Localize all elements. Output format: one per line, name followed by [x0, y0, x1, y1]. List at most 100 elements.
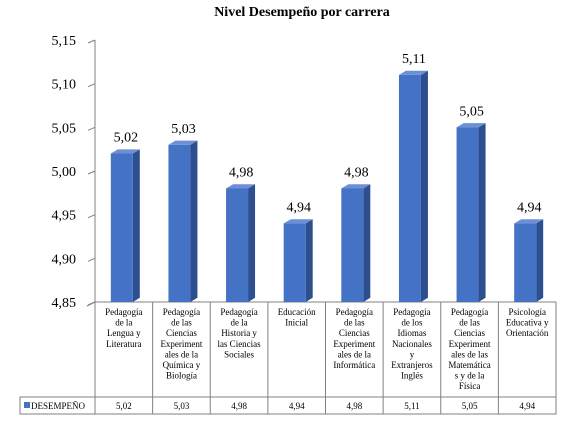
- category-label-line: de la: [230, 318, 247, 328]
- category-label-line: Ciencias: [454, 328, 485, 338]
- chart-title: Nivel Desempeño por carrera: [214, 5, 390, 20]
- category-label-line: de la: [115, 318, 132, 328]
- category-label-line: Inglés: [401, 371, 423, 381]
- category-label-line: Experiment: [449, 339, 491, 349]
- bar-side: [305, 219, 313, 302]
- category-label-line: Ciencias: [339, 328, 370, 338]
- category-label-line: Física: [459, 381, 481, 391]
- category-label-line: Historia y: [221, 328, 257, 338]
- category-label: Pedagogía de las Ciencias Experiment ales de…: [448, 307, 491, 391]
- y-axis-ticks: 4,85 4,90 4,95 5,00 5,05 5,10 5,15: [52, 34, 96, 311]
- data-table-value: 5,05: [462, 401, 478, 411]
- category-label-line: las Ciencias: [217, 339, 261, 349]
- category-label-line: Matemática: [448, 360, 490, 370]
- category-label-line: Biología: [166, 371, 197, 381]
- data-table-value: 5,02: [116, 401, 132, 411]
- data-table: DESEMPEÑO 5,02 5,03 4,98 4,94 4,98 5,11 5,05 4,9…: [19, 396, 557, 415]
- bar-side: [536, 219, 544, 302]
- bar: [168, 140, 198, 302]
- category-label-line: de las: [344, 318, 365, 328]
- y-tick-mark: [87, 301, 96, 306]
- bar-side: [132, 149, 140, 302]
- data-table-value: 4,98: [346, 401, 362, 411]
- bar-top: [283, 219, 313, 224]
- bar-top: [456, 123, 486, 128]
- category-label-line: Pedagogía: [105, 307, 143, 317]
- y-tick-mark: [87, 257, 96, 262]
- category-label: Pedagogía de las Ciencias Experiment ales de…: [160, 307, 202, 381]
- data-label: 5,11: [402, 52, 426, 67]
- data-label: 4,98: [344, 165, 369, 180]
- chart-axes: [86, 40, 556, 307]
- category-label: Psicología Educativa y Orientación: [506, 307, 549, 338]
- bar-side: [363, 184, 371, 302]
- bar: [514, 219, 544, 302]
- category-label-line: ales de la: [338, 349, 371, 359]
- bar-front: [456, 127, 479, 302]
- data-table-value: 4,98: [231, 401, 247, 411]
- category-label-line: Pedagogía: [336, 307, 374, 317]
- bar-front: [110, 153, 133, 302]
- category-label-line: Educación: [278, 307, 316, 317]
- category-label-line: Inicial: [285, 318, 308, 328]
- bar-top: [341, 184, 371, 189]
- category-label-line: Informática: [333, 360, 375, 370]
- bar: [110, 149, 140, 302]
- bar-front: [283, 223, 306, 302]
- y-tick-mark: [87, 39, 96, 44]
- data-label: 4,94: [517, 200, 542, 215]
- y-tick-mark: [87, 83, 96, 88]
- bar-front: [341, 188, 364, 302]
- bar: [456, 123, 486, 302]
- legend-key: [24, 402, 30, 408]
- category-label: Pedagogía de la Lengua y Literatura: [105, 307, 143, 349]
- data-label: 5,03: [171, 122, 196, 137]
- bar-top: [168, 140, 198, 145]
- data-table-value: 5,11: [404, 401, 419, 411]
- category-label-line: Psicología: [508, 307, 546, 317]
- category-label-line: Experiment: [333, 339, 375, 349]
- bar: [398, 70, 428, 302]
- bar-side: [248, 184, 256, 302]
- category-label: Pedagogía de los Idiomas Nacionales y Extranj…: [391, 307, 433, 381]
- category-label-line: Química y: [163, 360, 201, 370]
- category-label-line: Educativa y: [506, 318, 549, 328]
- bar-side: [190, 140, 198, 302]
- category-label-line: Orientación: [506, 328, 549, 338]
- y-tick-label: 5,00: [52, 165, 77, 180]
- category-label-line: Lengua y: [107, 328, 141, 338]
- category-label-line: Pedagogía: [163, 307, 201, 317]
- category-labels: Pedagogía de la Lengua y LiteraturaPedagogí…: [94, 302, 557, 397]
- y-tick-label: 4,85: [52, 296, 77, 311]
- bar-front: [514, 223, 537, 302]
- bar-top: [226, 184, 256, 189]
- bar: [283, 219, 313, 302]
- category-label-line: de las: [171, 318, 192, 328]
- category-label-line: Experiment: [160, 339, 202, 349]
- bar: [226, 184, 256, 302]
- y-tick-mark: [87, 126, 96, 131]
- bar-top: [514, 219, 544, 224]
- bar-side: [478, 123, 486, 302]
- y-tick-label: 4,90: [52, 252, 77, 267]
- data-table-value: 5,03: [174, 401, 190, 411]
- category-label-line: ales de la: [165, 349, 198, 359]
- data-table-value: 4,94: [289, 401, 305, 411]
- category-label-line: Pedagogía: [393, 307, 431, 317]
- y-tick-mark: [87, 214, 96, 219]
- category-label-line: Pedagogía: [451, 307, 489, 317]
- y-tick-mark: [87, 170, 96, 175]
- bar-front: [168, 144, 191, 302]
- legend-series-name: DESEMPEÑO: [31, 401, 86, 411]
- category-label-line: Literatura: [106, 339, 141, 349]
- category-label-line: de las: [459, 318, 480, 328]
- y-tick-label: 4,95: [52, 209, 77, 224]
- bar-series: [110, 70, 544, 302]
- category-label: Pedagogía de las Ciencias Experiment ales de…: [333, 307, 375, 370]
- y-tick-label: 5,15: [52, 34, 77, 49]
- category-label-line: y: [410, 349, 415, 359]
- y-tick-label: 5,10: [52, 78, 77, 93]
- category-label: Educación Inicial: [278, 307, 316, 328]
- bar-front: [226, 188, 249, 302]
